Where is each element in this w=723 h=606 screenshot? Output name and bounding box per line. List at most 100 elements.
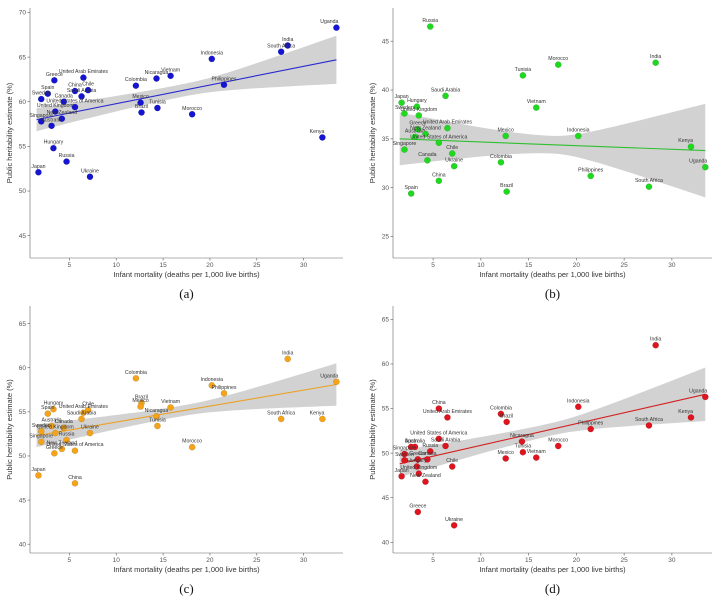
point-label: Nicaragua [510,433,534,439]
point-label: Vietnam [161,67,180,73]
point-label: Philippines [578,421,603,427]
x-axis-title: Infant mortality (deaths per 1,000 live … [113,565,260,574]
data-point [44,410,52,417]
point-label: Kenya [310,410,325,416]
data-point [167,72,174,80]
point-label: Brazil [135,395,148,401]
data-point [86,173,94,181]
data-point [422,478,429,485]
point-label: Brazil [135,104,148,110]
point-label: China [432,172,446,178]
y-tick-label: 40 [19,541,27,548]
data-point [401,456,408,464]
point-label: Saudi Arabia [431,87,461,93]
point-label: India [650,54,661,60]
point-label: Saudi Arabia [67,410,97,416]
y-tick-label: 60 [382,361,390,368]
point-label: United Kingdom [37,425,74,431]
point-label: Canada [418,451,436,457]
data-point [284,355,292,363]
data-point [58,115,66,123]
x-tick-label: 25 [253,557,261,564]
trend-line [36,59,337,121]
point-label: Greece [409,503,426,509]
point-label: Russia [59,432,75,438]
y-tick-label: 55 [19,144,27,151]
panel-caption: (c) [179,581,193,596]
data-point [401,146,408,153]
data-point [137,99,144,106]
point-label: Colombia [125,370,147,376]
x-tick-label: 10 [113,557,121,564]
point-label: India [650,337,661,343]
point-label: Russia [59,153,75,159]
data-point [554,442,562,450]
point-label: Japan [395,468,409,474]
data-point [71,447,79,454]
data-point [414,456,422,463]
point-label: Tunisia [515,67,532,73]
point-label: Vietnam [527,99,546,105]
data-point [518,438,526,445]
y-tick-label: 45 [382,38,390,45]
point-label: Uganda [689,388,707,394]
data-point [450,522,458,529]
point-label: Kenya [678,138,693,144]
x-tick-label: 30 [300,557,308,564]
data-point [37,118,45,125]
point-label: Mexico [497,450,514,456]
point-label: Japan [395,94,409,100]
data-point [52,108,59,115]
data-point [426,448,434,455]
point-label: China [68,83,82,89]
x-tick-label: 5 [431,557,435,564]
data-point [154,422,161,430]
point-label: Spain [41,85,54,91]
point-label: United States of America [410,430,467,436]
data-point [401,110,408,117]
data-point [51,77,58,84]
data-point [60,424,68,432]
y-tick-label: 65 [382,317,390,324]
trend-line [399,138,706,152]
point-label: Canada [55,419,73,425]
data-point [78,415,85,423]
point-label: Chile [446,458,458,464]
point-label: Morocco [548,437,568,443]
panel-b: 5 10 15 20 25 30 25 30 35 40 45 Russia India Morocco T… [368,8,712,301]
confidence-band [399,103,706,198]
point-label: Greece [46,445,63,451]
point-label: United Arab Emirates [59,69,108,75]
y-tick-label: 30 [382,185,390,192]
x-tick-label: 20 [206,262,214,269]
point-label: Vietnam [527,449,546,455]
point-label: Australia [41,117,61,123]
point-label: India [282,350,293,356]
data-point [532,454,540,461]
y-tick-label: 35 [382,136,390,143]
data-point [652,59,659,66]
data-point [138,109,145,116]
point-label: Australia [405,128,425,134]
point-label: Uganda [320,19,338,25]
data-point [448,463,456,470]
data-point [220,81,228,89]
point-label: Greece [46,72,63,78]
data-point [153,412,160,420]
point-label: United States of America [46,442,103,448]
point-label: Sweden [32,91,51,97]
data-point [587,425,595,433]
data-point [424,456,431,463]
data-point [188,443,196,451]
point-label: Australia [41,417,61,423]
point-label: Sweden [32,423,51,429]
point-label: United Arab Emirates [423,409,472,415]
point-label: Tunisia [515,444,532,450]
point-label: Russia [422,443,438,449]
data-point [442,92,449,100]
y-tick-label: 60 [19,99,27,106]
point-label: Canada [55,93,73,99]
point-label: Singapore [393,446,417,452]
y-tick-label: 55 [382,406,390,413]
point-label: Japan [31,164,45,170]
